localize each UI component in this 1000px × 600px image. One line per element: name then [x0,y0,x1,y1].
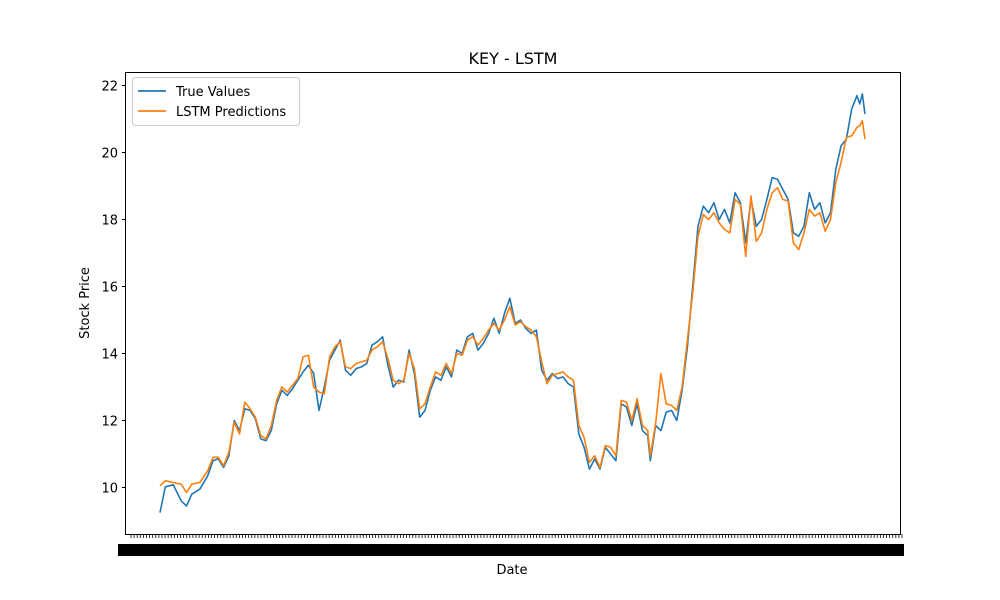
legend-box [132,77,300,126]
plot-area-frame [125,72,901,535]
x-axis-ticks [118,534,904,556]
series-layer [159,93,866,513]
chart-title: KEY - LSTM [469,49,558,68]
y-tick-label: 20 [101,147,118,162]
y-axis-label: Stock Price [78,267,93,339]
legend: True Values LSTM Predictions [132,77,300,126]
x-tick-labels-overlapping [118,544,904,556]
y-tick-label: 16 [101,281,118,296]
y-tick-label: 14 [101,348,118,363]
legend-label-true-values: True Values [175,85,250,100]
y-tick-label: 10 [101,482,118,497]
y-tick-label: 22 [101,80,118,95]
series-line-true-values [159,93,866,513]
y-tick-label: 12 [101,415,118,430]
y-tick-label: 18 [101,214,118,229]
y-axis-ticks: 10 12 14 16 18 20 22 [101,80,126,497]
series-line-lstm-predictions [159,119,866,494]
legend-label-lstm-predictions: LSTM Predictions [176,105,286,120]
x-axis-label: Date [496,563,527,578]
